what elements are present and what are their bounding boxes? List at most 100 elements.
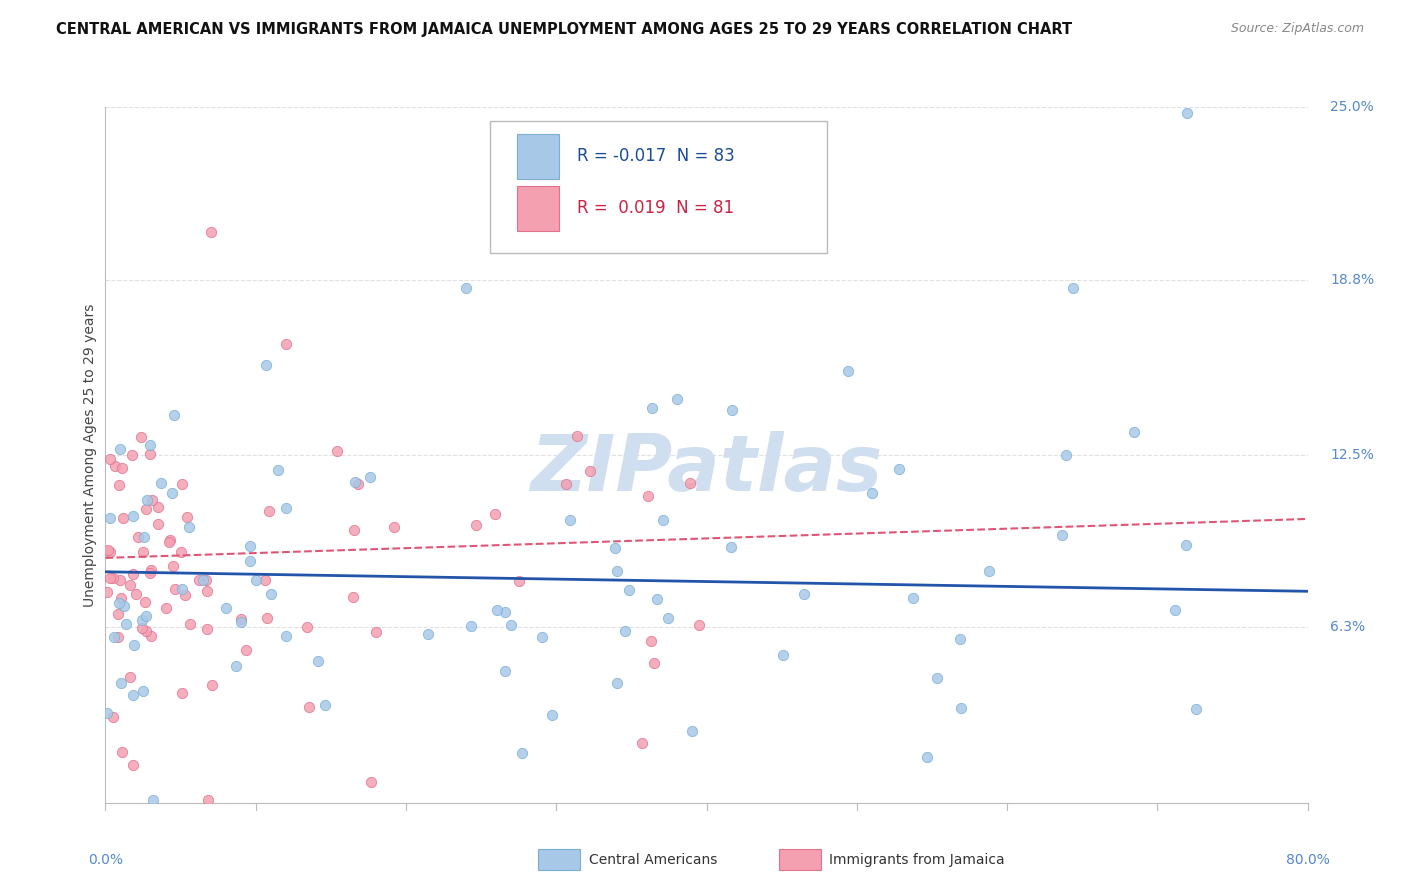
- Immigrants from Jamaica: [679, 476, 702, 491]
- Central Americans: [1175, 105, 1198, 120]
- Central Americans: [1174, 538, 1197, 552]
- Immigrants from Jamaica: [637, 489, 659, 503]
- Central Americans: [193, 573, 215, 587]
- Immigrants from Jamaica: [98, 545, 121, 559]
- Immigrants from Jamaica: [578, 464, 600, 478]
- Text: R = -0.017  N = 83: R = -0.017 N = 83: [576, 147, 734, 165]
- FancyBboxPatch shape: [516, 134, 558, 178]
- Immigrants from Jamaica: [111, 745, 134, 759]
- Immigrants from Jamaica: [120, 670, 142, 684]
- Immigrants from Jamaica: [111, 461, 134, 475]
- Immigrants from Jamaica: [155, 601, 177, 615]
- Central Americans: [274, 629, 297, 643]
- Central Americans: [721, 403, 744, 417]
- Central Americans: [1050, 528, 1073, 542]
- Central Americans: [122, 688, 145, 702]
- Immigrants from Jamaica: [108, 478, 131, 492]
- Central Americans: [135, 608, 157, 623]
- Immigrants from Jamaica: [640, 633, 662, 648]
- Central Americans: [652, 513, 675, 527]
- Immigrants from Jamaica: [382, 520, 405, 534]
- Central Americans: [132, 684, 155, 698]
- Central Americans: [266, 463, 288, 477]
- Central Americans: [239, 554, 262, 568]
- Immigrants from Jamaica: [194, 573, 217, 587]
- FancyBboxPatch shape: [538, 849, 581, 871]
- Central Americans: [915, 749, 938, 764]
- Immigrants from Jamaica: [253, 573, 276, 587]
- Immigrants from Jamaica: [135, 624, 157, 638]
- Immigrants from Jamaica: [643, 656, 665, 670]
- Immigrants from Jamaica: [131, 622, 153, 636]
- Central Americans: [641, 401, 664, 415]
- Text: Source: ZipAtlas.com: Source: ZipAtlas.com: [1230, 22, 1364, 36]
- Central Americans: [617, 583, 640, 598]
- Immigrants from Jamaica: [127, 530, 149, 544]
- Text: Immigrants from Jamaica: Immigrants from Jamaica: [830, 853, 1005, 867]
- Immigrants from Jamaica: [122, 566, 145, 581]
- Central Americans: [139, 437, 162, 451]
- Central Americans: [416, 627, 439, 641]
- Central Americans: [603, 541, 626, 555]
- Immigrants from Jamaica: [465, 517, 488, 532]
- Central Americans: [949, 700, 972, 714]
- Immigrants from Jamaica: [146, 517, 169, 532]
- Immigrants from Jamaica: [122, 757, 145, 772]
- Immigrants from Jamaica: [360, 775, 382, 789]
- Central Americans: [121, 508, 143, 523]
- Immigrants from Jamaica: [110, 573, 132, 587]
- Immigrants from Jamaica: [107, 630, 129, 644]
- Central Americans: [665, 169, 688, 184]
- FancyBboxPatch shape: [779, 849, 821, 871]
- Central Americans: [1184, 702, 1206, 716]
- Immigrants from Jamaica: [101, 571, 124, 585]
- Central Americans: [239, 539, 262, 553]
- Immigrants from Jamaica: [121, 449, 143, 463]
- Immigrants from Jamaica: [139, 447, 162, 461]
- Immigrants from Jamaica: [132, 545, 155, 559]
- Central Americans: [510, 746, 533, 760]
- Central Americans: [645, 592, 668, 607]
- Immigrants from Jamaica: [159, 533, 181, 548]
- Immigrants from Jamaica: [157, 535, 180, 549]
- Immigrants from Jamaica: [688, 617, 710, 632]
- Central Americans: [131, 613, 153, 627]
- Central Americans: [681, 724, 703, 739]
- Central Americans: [96, 706, 118, 720]
- Central Americans: [110, 676, 132, 690]
- Immigrants from Jamaica: [139, 629, 162, 643]
- Immigrants from Jamaica: [110, 591, 132, 605]
- Immigrants from Jamaica: [101, 709, 124, 723]
- Immigrants from Jamaica: [96, 585, 118, 599]
- Central Americans: [560, 513, 582, 527]
- Central Americans: [112, 599, 135, 613]
- Immigrants from Jamaica: [112, 510, 135, 524]
- Central Americans: [606, 676, 628, 690]
- Immigrants from Jamaica: [195, 584, 218, 599]
- Central Americans: [657, 611, 679, 625]
- Central Americans: [460, 619, 482, 633]
- Central Americans: [98, 511, 121, 525]
- Immigrants from Jamaica: [326, 444, 349, 458]
- Immigrants from Jamaica: [120, 577, 142, 591]
- Immigrants from Jamaica: [231, 612, 253, 626]
- Central Americans: [530, 630, 553, 644]
- Immigrants from Jamaica: [173, 588, 195, 602]
- Central Americans: [793, 587, 815, 601]
- Central Americans: [149, 475, 172, 490]
- Immigrants from Jamaica: [169, 545, 191, 559]
- Central Americans: [308, 654, 330, 668]
- Central Americans: [720, 540, 742, 554]
- Immigrants from Jamaica: [347, 477, 370, 491]
- Immigrants from Jamaica: [195, 622, 218, 636]
- Immigrants from Jamaica: [179, 617, 201, 632]
- Central Americans: [177, 520, 200, 534]
- Central Americans: [172, 582, 194, 597]
- FancyBboxPatch shape: [516, 186, 558, 231]
- Text: Central Americans: Central Americans: [589, 853, 717, 867]
- Immigrants from Jamaica: [197, 793, 219, 807]
- Immigrants from Jamaica: [297, 620, 319, 634]
- Immigrants from Jamaica: [257, 503, 280, 517]
- Central Americans: [274, 501, 297, 516]
- Central Americans: [108, 596, 131, 610]
